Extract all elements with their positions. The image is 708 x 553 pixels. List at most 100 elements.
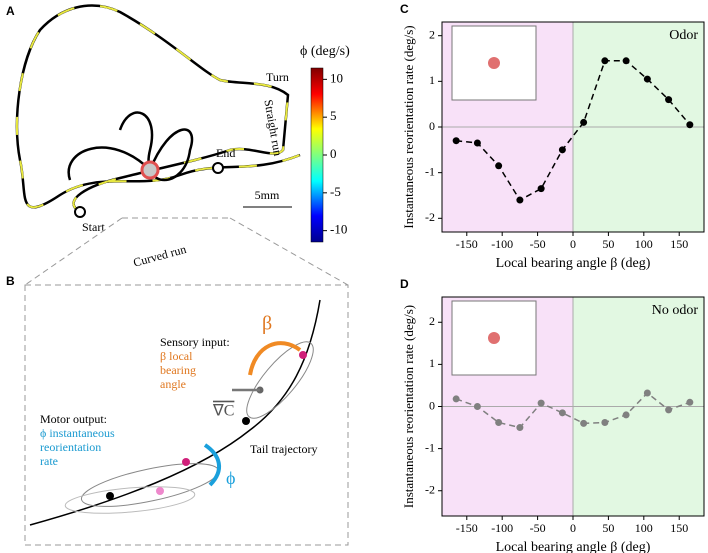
x-tick-label: -150: [456, 237, 478, 251]
label: angle: [160, 377, 186, 391]
data-point: [686, 398, 694, 406]
series-line: [455, 392, 691, 429]
data-point: [452, 137, 460, 145]
data-point: [601, 57, 609, 65]
y-tick-label: 2: [429, 314, 435, 328]
y-tick-label: -1: [425, 440, 435, 454]
y-tick-label: -2: [425, 482, 435, 496]
colorbar: [310, 67, 324, 243]
x-tick-label: 100: [635, 237, 653, 251]
series-line: [456, 60, 691, 202]
annotation: No odor: [652, 303, 699, 318]
data-point: [558, 146, 566, 154]
y-tick-label: 1: [429, 356, 435, 370]
panel-label: B: [6, 274, 15, 288]
data-point: [473, 403, 481, 410]
colorbar-label: ϕ (deg/s): [300, 44, 350, 59]
data-point: [665, 96, 673, 104]
annotation: Odor: [669, 28, 698, 43]
label: Tail trajectory: [250, 442, 317, 456]
inset-source: [488, 332, 500, 344]
label: Sensory input:: [160, 335, 230, 349]
label: Curved run: [132, 242, 188, 270]
y-tick-label: -1: [425, 164, 435, 178]
label: rate: [40, 454, 58, 468]
inset-source: [488, 57, 500, 69]
tail-point: [106, 492, 114, 500]
data-point: [686, 121, 694, 129]
y-axis-label: Instantaneous reorientation rate (deg/s): [401, 25, 416, 228]
data-point: [622, 57, 630, 65]
data-point: [452, 395, 460, 403]
head-point: [182, 458, 190, 466]
start-marker: [74, 206, 86, 218]
label: Start: [82, 220, 105, 234]
x-tick-label: -100: [491, 237, 513, 251]
chart: -2 -1 0 1 2 -150 -100 -50 0 50 100 150 Local bearing…: [400, 2, 705, 271]
panel-a: A Start End Turn Straight run Curved run…: [6, 4, 350, 269]
data-point: [516, 196, 524, 204]
label: 5mm: [255, 188, 280, 202]
end-marker: [212, 162, 224, 174]
x-tick-label: 150: [670, 521, 688, 535]
label: β: [262, 313, 272, 335]
x-tick-label: 0: [570, 521, 576, 535]
y-axis-label: Instantaneous reorientation rate (deg/s): [401, 305, 416, 508]
label: Motor output:: [40, 412, 107, 426]
x-tick-label: 0: [570, 237, 576, 251]
label: ∇C: [212, 403, 234, 420]
x-tick-label: -50: [530, 237, 546, 251]
phi-arrow: [203, 443, 221, 487]
x-tick-label: -150: [456, 521, 478, 535]
y-tick-label: -2: [425, 210, 435, 224]
panel-b: B Sensory input: β local bearing angle β…: [6, 217, 349, 546]
panel-label: A: [6, 4, 15, 18]
data-point: [580, 419, 588, 427]
label: End: [216, 146, 235, 160]
x-tick-label: 100: [635, 521, 653, 535]
data-point: [537, 399, 545, 407]
x-tick-label: 50: [602, 237, 614, 251]
colorbar-tick-label: 5: [330, 108, 337, 123]
label: bearing: [160, 363, 196, 377]
x-axis-label: Local bearing angle β (deg): [496, 540, 651, 553]
data-point: [643, 389, 651, 397]
y-tick-label: 2: [429, 27, 435, 41]
label: Straight run: [261, 99, 285, 158]
colorbar-tick-label: -10: [330, 222, 347, 237]
data-point: [601, 419, 609, 427]
tail-point: [242, 417, 250, 425]
data-point: [665, 406, 673, 414]
panel-label: C: [400, 2, 409, 16]
data-point: [622, 411, 630, 419]
data-point: [473, 139, 481, 147]
zoom-lines: [24, 217, 349, 286]
y-tick-label: 0: [429, 119, 435, 133]
data-point: [495, 419, 503, 427]
chart: -2 -1 0 1 2 -150 -100 -50 0 50 100 150 Local bearing…: [400, 277, 705, 553]
data-point: [537, 185, 545, 193]
y-tick-label: 1: [429, 73, 435, 87]
zoom-box: [24, 284, 349, 546]
label: ϕ instantaneous: [40, 426, 115, 440]
source: [140, 160, 160, 180]
colorbar-tick-label: -5: [330, 184, 341, 199]
colorbar-tick-label: 10: [330, 70, 343, 85]
label: reorientation: [40, 440, 101, 454]
label: Turn: [266, 70, 289, 84]
x-axis-label: Local bearing angle β (deg): [496, 256, 651, 271]
trajectory-loop: [67, 111, 194, 182]
larva-outline: [64, 486, 196, 514]
beta-arrow: [248, 341, 302, 376]
larva-outline: [246, 341, 314, 419]
x-tick-label: 150: [670, 237, 688, 251]
data-point: [558, 409, 566, 417]
data-point: [516, 424, 524, 432]
colorbar-tick-label: 0: [330, 146, 337, 161]
y-tick-label: 0: [429, 398, 435, 412]
data-point: [580, 118, 588, 126]
data-point: [643, 75, 651, 83]
x-tick-label: 50: [602, 521, 614, 535]
